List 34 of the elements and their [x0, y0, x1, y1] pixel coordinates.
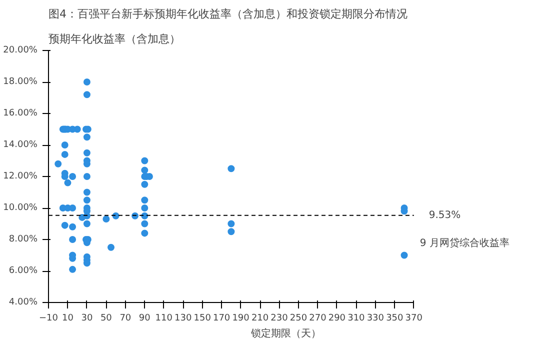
x-tick-label: 310 [348, 314, 366, 324]
x-tick-label: 10 [62, 314, 74, 324]
x-tick-label: 230 [270, 314, 288, 324]
x-tick-label: 110 [155, 314, 173, 324]
x-tick-label: 210 [251, 314, 269, 324]
x-tick-label: 150 [194, 314, 212, 324]
y-tick-label: 12.00% [3, 172, 38, 182]
x-tick-label: 330 [366, 314, 384, 324]
x-tick-label: 90 [138, 314, 151, 324]
x-tick-label: 350 [386, 314, 404, 324]
x-tick-label: 290 [328, 314, 346, 324]
x-tick-label: 370 [405, 314, 423, 324]
x-tick-label: 170 [212, 314, 230, 324]
y-axis-title: 预期年化收益率（含加息） [48, 32, 180, 46]
chart-title: 图4：百强平台新手标预期年化收益率（含加息）和投资锁定期限分布情况 [48, 8, 408, 20]
ref-line-label: 9.53% [428, 210, 461, 221]
x-tick-label: 270 [309, 314, 327, 324]
y-tick-label: 20.00% [3, 46, 38, 56]
x-axis-title: 锁定期限（天） [250, 328, 321, 340]
x-tick-label: 50 [100, 314, 112, 324]
x-tick-label: 70 [120, 314, 132, 324]
text: 9 月网贷综合收益率 [420, 236, 510, 249]
y-tick-label: 18.00% [3, 77, 38, 87]
y-tick-label: 8.00% [8, 234, 38, 244]
x-tick-label: 30 [81, 314, 93, 324]
y-tick-label: 16.00% [3, 108, 38, 118]
y-tick-label: 14.00% [3, 140, 38, 150]
x-tick-label: −10 [39, 314, 58, 324]
x-tick-label: 190 [232, 314, 250, 324]
y-tick-label: 4.00% [8, 298, 38, 308]
y-tick-label: 6.00% [8, 266, 38, 276]
y-tick-label: 10.00% [3, 203, 38, 213]
x-tick-label: 130 [174, 314, 192, 324]
x-tick-label: 250 [290, 314, 308, 324]
